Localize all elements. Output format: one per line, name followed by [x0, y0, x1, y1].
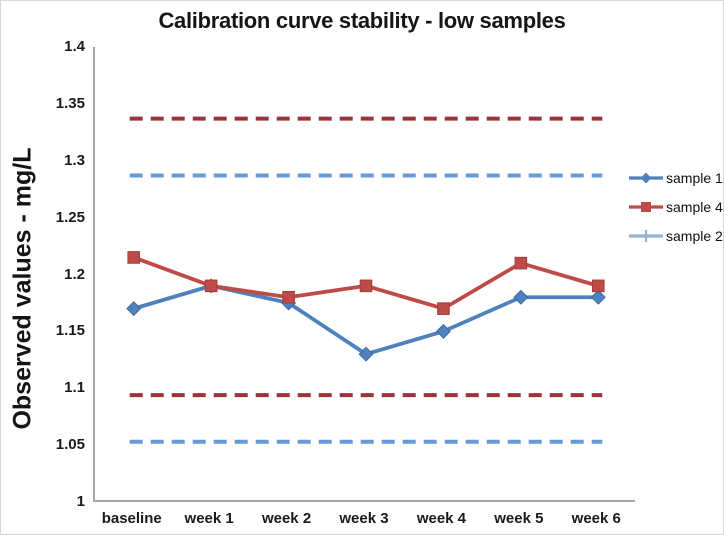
- y-tick-label-1.4: 1.4: [64, 38, 85, 55]
- legend-marker-diamond-icon: [629, 172, 663, 184]
- y-tick-label-1.3: 1.3: [64, 151, 85, 169]
- data-point-sample-4-week-3: [359, 279, 373, 293]
- data-point-sample-1-week-6: [590, 289, 606, 305]
- legend-item-sample-4: sample 4: [628, 198, 723, 216]
- data-point-sample-1-week-4: [435, 323, 451, 339]
- data-point-sample-1-week-5: [513, 289, 529, 305]
- data-point-sample-1-baseline: [126, 301, 142, 317]
- data-point-sample-1-week-3: [358, 346, 374, 362]
- plot-area: [93, 47, 635, 502]
- legend-item-sample-1: sample 1: [628, 169, 723, 187]
- x-tick-label-week-3: week 3: [339, 510, 389, 527]
- chart-legend: sample 1 sample 4 sample 2: [628, 169, 723, 256]
- x-tick-label-week-2: week 2: [261, 510, 312, 527]
- legend-marker-plus-icon: [629, 230, 663, 242]
- data-point-sample-4-week-5: [514, 256, 528, 270]
- square-marker-icon: [641, 202, 651, 212]
- data-point-sample-4-week-1: [204, 279, 218, 293]
- x-tick-label-baseline: baseline: [101, 510, 162, 527]
- legend-label: sample 4: [666, 199, 723, 215]
- chart-canvas: [126, 116, 606, 444]
- x-tick-label-week-4: week 4: [416, 510, 467, 527]
- data-point-sample-4-week-2: [282, 290, 295, 304]
- data-point-sample-4-baseline: [127, 251, 141, 264]
- diamond-marker-icon: [640, 172, 652, 184]
- legend-item-sample-2: sample 2: [628, 227, 723, 245]
- series-line-sample-1: [133, 283, 599, 357]
- x-tick-label-week-5: week 5: [494, 510, 544, 527]
- y-tick-label-1: 1: [76, 493, 85, 510]
- y-tick-label-1.2: 1.2: [64, 265, 85, 283]
- legend-label: sample 2: [666, 228, 723, 244]
- chart-title: Calibration curve stability - low sample…: [158, 8, 566, 33]
- y-tick-label-1.25: 1.25: [55, 208, 85, 226]
- data-point-sample-4-week-4: [437, 302, 450, 315]
- y-axis-title: Observed values - mg/L: [8, 147, 37, 430]
- y-tick-label-1.05: 1.05: [55, 436, 85, 454]
- x-tick-label-week-6: week 6: [571, 510, 621, 527]
- legend-marker-square-icon: [629, 202, 663, 212]
- legend-label: sample 1: [666, 170, 723, 186]
- data-point-sample-4-week-6: [591, 279, 605, 293]
- y-tick-label-1.15: 1.15: [55, 322, 85, 340]
- y-tick-label-1.35: 1.35: [55, 94, 85, 112]
- y-tick-label-1.1: 1.1: [64, 379, 85, 397]
- x-tick-label-week-1: week 1: [184, 510, 234, 527]
